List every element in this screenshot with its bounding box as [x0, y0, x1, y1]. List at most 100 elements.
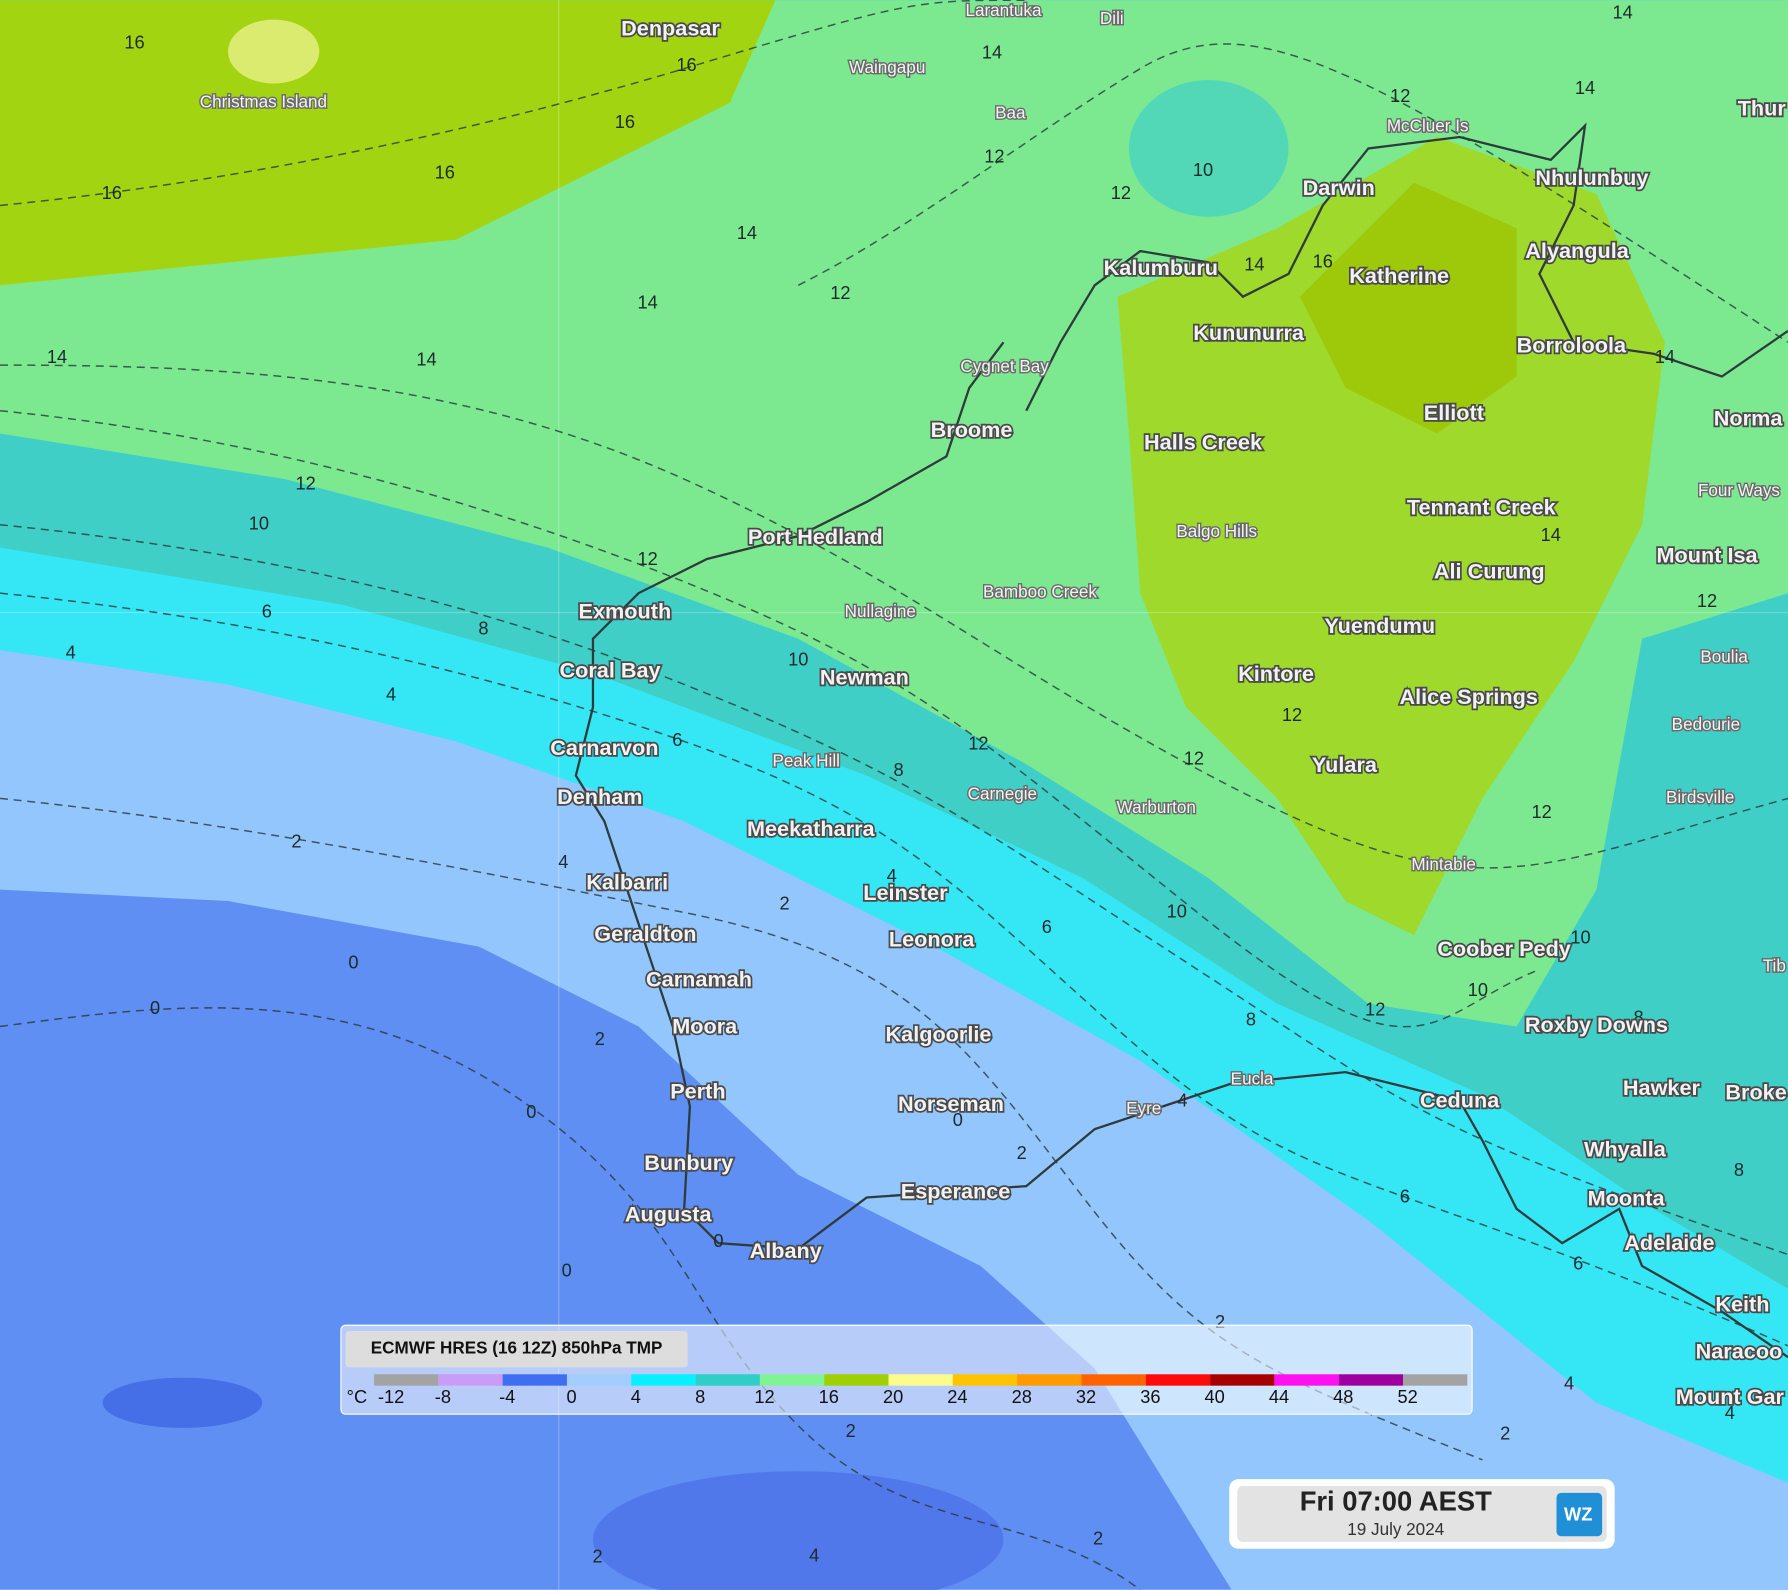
contour-label: 16 [1313, 250, 1333, 271]
town-label: Christmas Island [200, 92, 327, 111]
contour-label: 10 [1468, 979, 1488, 1000]
contour-label: 8 [478, 617, 488, 638]
city-label: Keith [1715, 1292, 1769, 1317]
town-label: Waingapu [849, 58, 925, 77]
legend-swatch [1274, 1374, 1339, 1386]
contour-label: 2 [592, 1546, 602, 1567]
city-label: Ceduna [1420, 1087, 1500, 1112]
city-label: Kintore [1238, 661, 1314, 686]
contour-label: 16 [435, 161, 455, 182]
city-label: Darwin [1303, 175, 1375, 200]
contour-label: 10 [1167, 900, 1187, 921]
contour-label: 14 [1575, 77, 1595, 98]
contour-label: 6 [1573, 1253, 1583, 1274]
contour-label: 14 [982, 42, 1002, 63]
contour-label: 4 [386, 684, 396, 705]
town-label: Boulia [1700, 648, 1748, 667]
city-label: Roxby Downs [1525, 1012, 1668, 1037]
city-label: Coral Bay [560, 658, 661, 683]
contour-label: 12 [1697, 590, 1717, 611]
legend: ECMWF HRES (16 12Z) 850hPa TMP °C -12 -8 -… [340, 1324, 1473, 1415]
legend-swatch [695, 1374, 760, 1386]
city-label: Broome [931, 417, 1013, 442]
contour-label: 14 [1244, 254, 1264, 275]
legend-tick-label: 4 [631, 1386, 641, 1407]
city-label: Moora [672, 1013, 738, 1038]
city-label: Tennant Creek [1407, 495, 1557, 520]
contour-label: 0 [150, 997, 160, 1018]
legend-tick-label: 32 [1076, 1386, 1096, 1407]
contour-label: 10 [1193, 159, 1213, 180]
legend-tick-label: 8 [695, 1386, 705, 1407]
labels: 16 16 14 14 14 16 16 16 12 12 10 12 14 12 14 14 16 14 14 14… [47, 0, 1788, 1567]
legend-swatch [1403, 1374, 1468, 1386]
contour-label: 8 [1246, 1009, 1256, 1030]
contour-label: 12 [1111, 182, 1131, 203]
contour-label: 0 [713, 1230, 723, 1251]
contour-label: 8 [893, 759, 903, 780]
town-label: Birdsville [1666, 788, 1734, 807]
contour-label: 10 [1570, 926, 1590, 947]
contour-label: 12 [1184, 747, 1204, 768]
timestamp-date: 19 July 2024 [1347, 1520, 1444, 1539]
contour-label: 2 [1500, 1423, 1510, 1444]
city-label: Kalgoorlie [886, 1021, 992, 1046]
contour-label: 10 [249, 513, 269, 534]
timestamp-box: Fri 07:00 AEST 19 July 2024 WZ [1229, 1479, 1615, 1549]
contour-label: 2 [595, 1028, 605, 1049]
legend-tick-label: -8 [435, 1386, 451, 1407]
city-label: Yulara [1312, 752, 1378, 777]
contour-label: 4 [66, 641, 76, 662]
contour-label: 14 [1541, 524, 1561, 545]
timestamp-time: Fri 07:00 AEST [1300, 1485, 1492, 1516]
city-label: Carnamah [646, 967, 752, 992]
contour-label: 2 [1215, 1311, 1225, 1332]
legend-tick-label: 12 [754, 1386, 774, 1407]
contour-label: 2 [779, 892, 789, 913]
city-label: Ali Curung [1434, 558, 1545, 583]
city-label: Yuendumu [1324, 613, 1435, 638]
city-label: Broke [1725, 1079, 1786, 1104]
city-label: Katherine [1349, 263, 1449, 288]
contour-label: 0 [953, 1109, 963, 1130]
contour-label: 14 [737, 222, 757, 243]
town-label: Carnegie [968, 785, 1037, 804]
city-label: Albany [750, 1238, 822, 1263]
town-label: Warburton [1117, 798, 1196, 817]
legend-tick-label: 48 [1333, 1386, 1353, 1407]
city-label: Kalbarri [586, 870, 668, 895]
city-label: Perth [670, 1078, 725, 1103]
contour-label: 12 [984, 145, 1004, 166]
contour-label: 4 [1725, 1402, 1735, 1423]
legend-swatch [759, 1374, 825, 1386]
contour-label: 0 [348, 952, 358, 973]
legend-tick-label: 44 [1269, 1386, 1289, 1407]
contour-label: 4 [558, 851, 568, 872]
city-label: Meekatharra [747, 816, 876, 841]
legend-tick-label: 20 [883, 1386, 903, 1407]
coastline [1025, 122, 1788, 412]
city-label: Denpasar [621, 16, 720, 41]
town-label: Four Ways [1698, 481, 1780, 500]
legend-swatch [952, 1374, 1018, 1386]
contour-label: 14 [638, 291, 658, 312]
town-label: Larantuka [965, 1, 1042, 20]
legend-swatch [438, 1374, 503, 1386]
city-label: Norseman [898, 1091, 1004, 1116]
legend-tick-label: -4 [499, 1386, 515, 1407]
contour-label: 14 [1655, 346, 1675, 367]
city-label: Denham [557, 784, 642, 809]
contour-label: 6 [672, 729, 682, 750]
contour-label: 14 [47, 346, 67, 367]
city-label: Kununurra [1193, 320, 1305, 345]
contour-label: 2 [1093, 1527, 1103, 1548]
contour-label: 8 [1634, 1006, 1644, 1027]
city-label: Alice Springs [1400, 684, 1538, 709]
town-label: Dili [1100, 9, 1124, 28]
city-label: Thur [1738, 95, 1787, 120]
contour-label: 12 [1532, 801, 1552, 822]
town-label: Peak Hill [772, 751, 839, 770]
city-label: Coober Pedy [1437, 936, 1571, 961]
legend-tick-label: 40 [1205, 1386, 1225, 1407]
